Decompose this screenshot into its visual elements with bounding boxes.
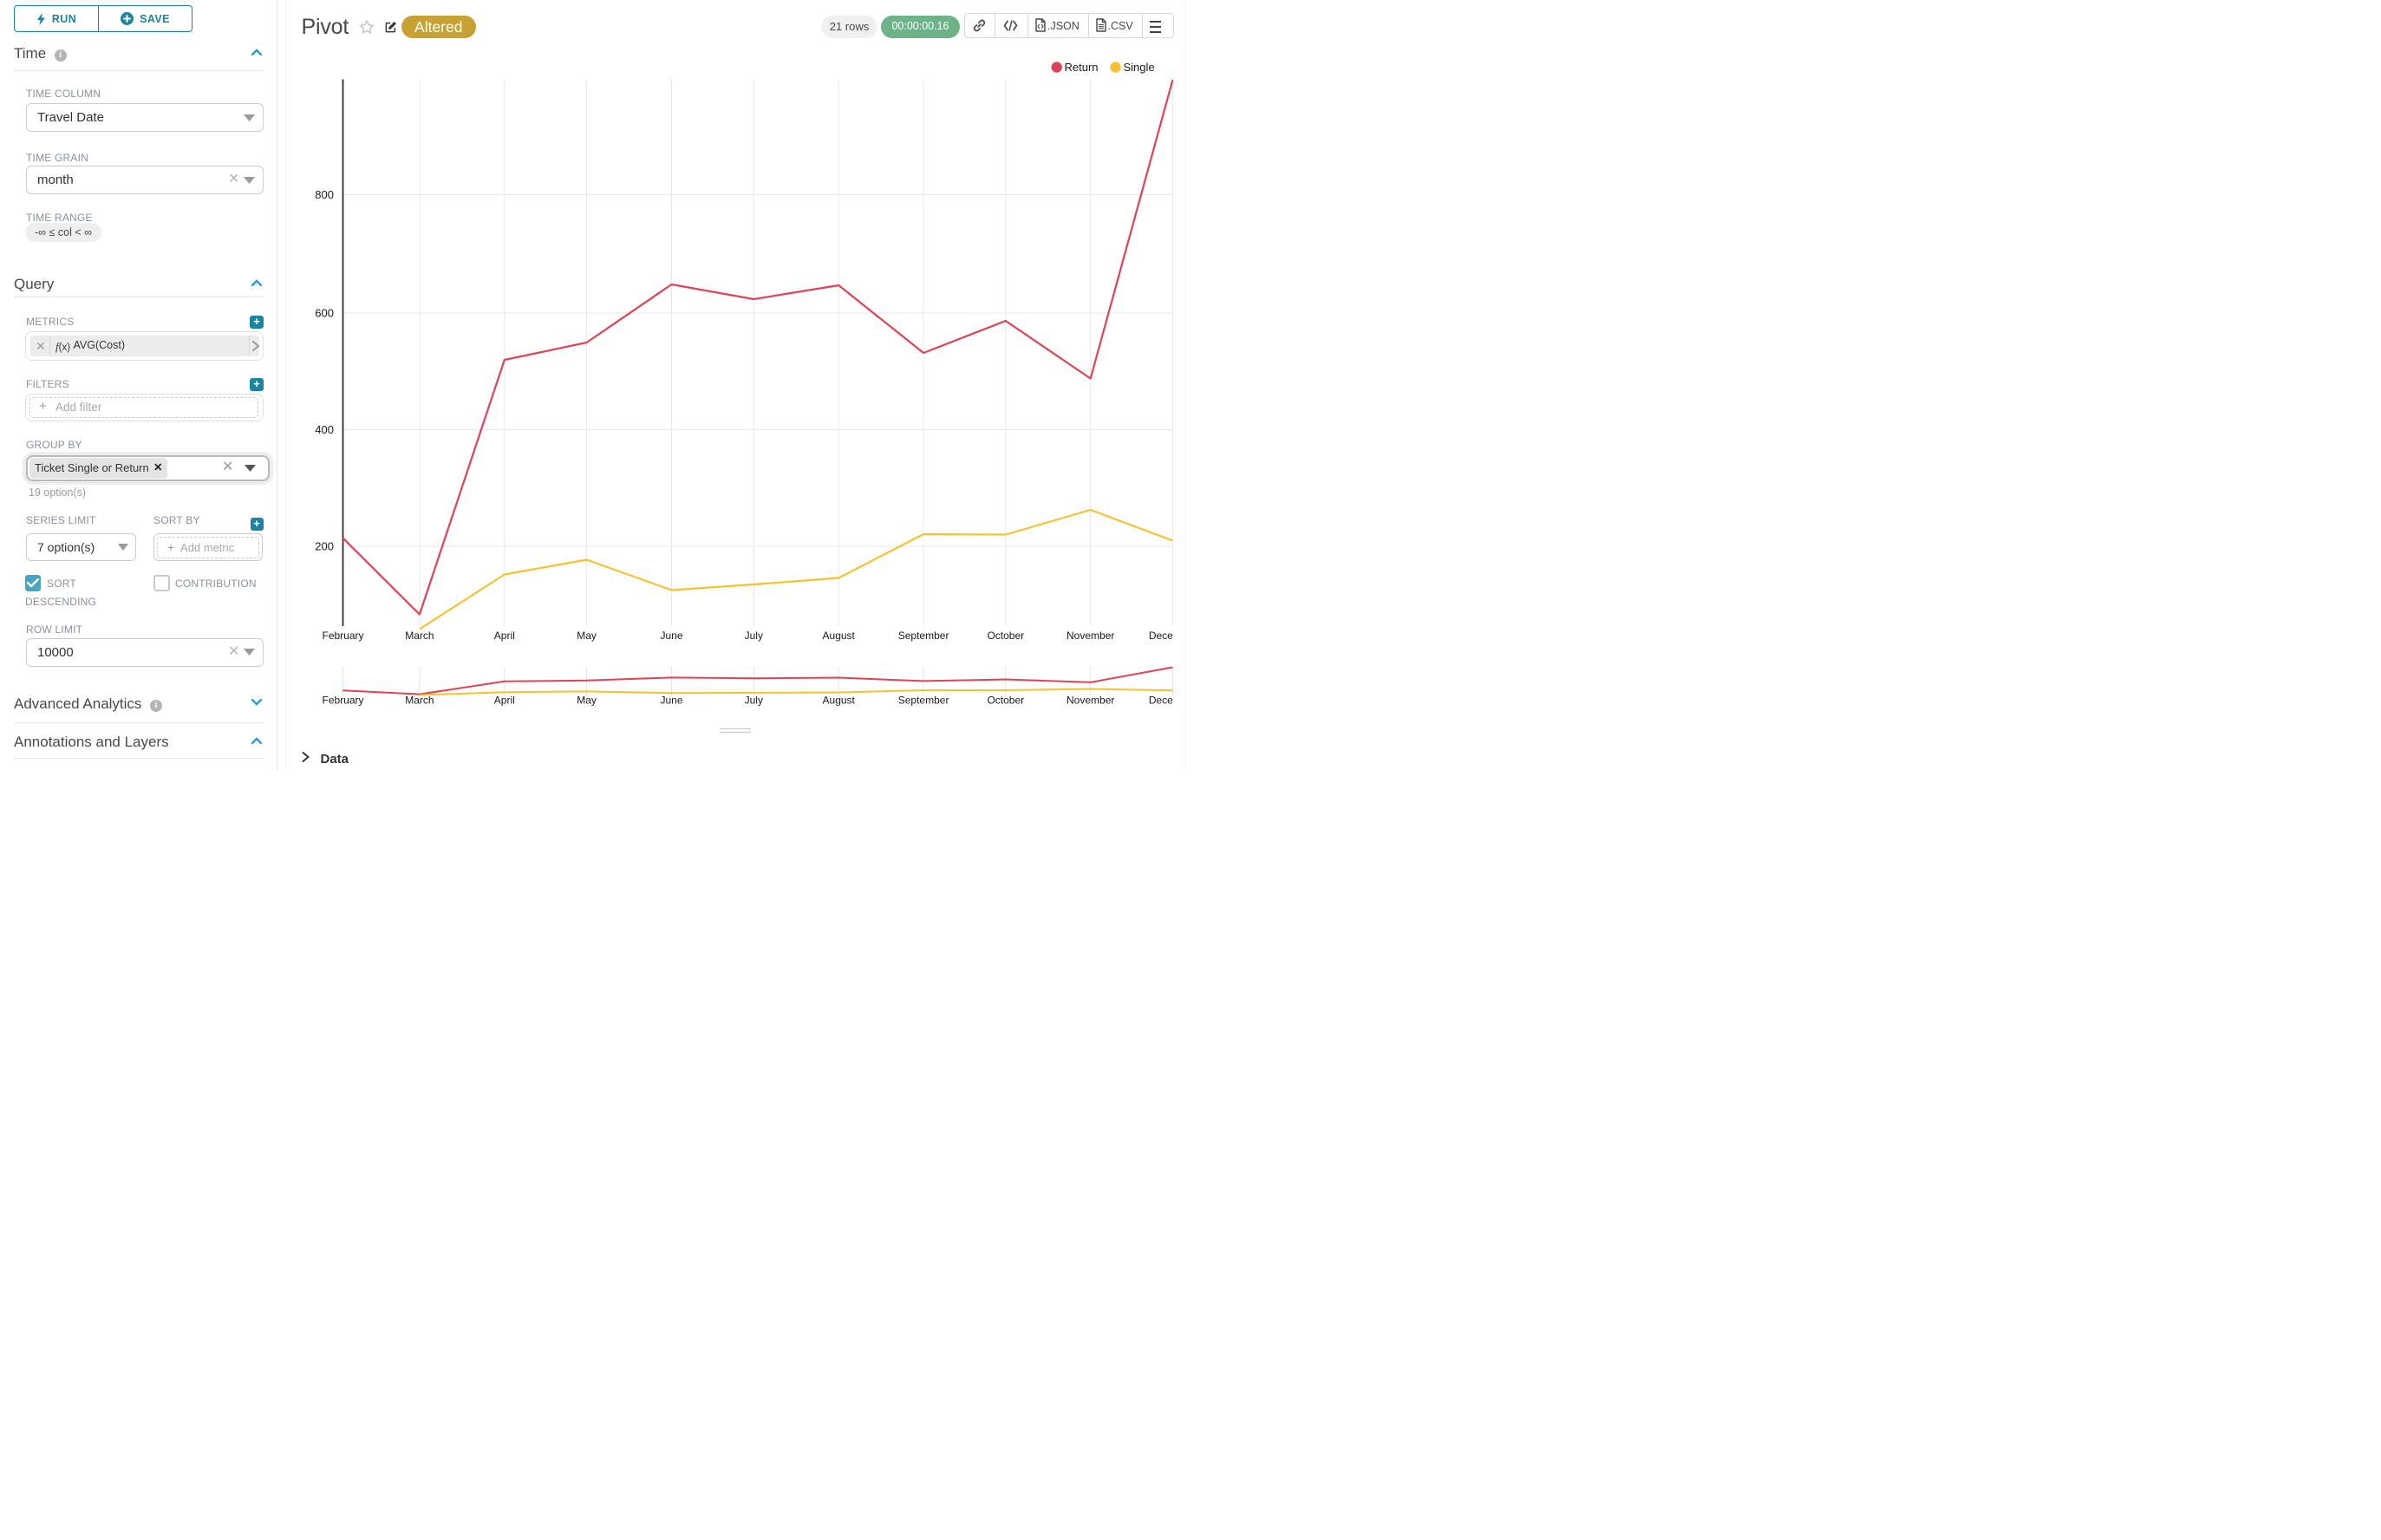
svg-text:June: June [660, 630, 682, 642]
svg-text:December: December [1149, 630, 1173, 642]
svg-text:May: May [577, 630, 597, 642]
svg-text:December: December [1149, 695, 1173, 707]
svg-text:September: September [898, 630, 949, 642]
svg-text:August: August [823, 695, 856, 707]
svg-text:June: June [660, 695, 682, 707]
svg-text:August: August [823, 630, 856, 642]
svg-text:600: 600 [315, 307, 334, 320]
svg-text:October: October [987, 695, 1024, 707]
svg-text:800: 800 [315, 188, 334, 201]
svg-text:February: February [322, 630, 363, 642]
svg-text:May: May [577, 695, 597, 707]
svg-text:Return: Return [1065, 61, 1099, 74]
svg-text:February: February [322, 695, 363, 707]
svg-text:November: November [1067, 630, 1114, 642]
svg-text:September: September [898, 695, 949, 707]
svg-text:400: 400 [315, 423, 334, 436]
svg-text:200: 200 [315, 540, 334, 553]
svg-text:July: July [745, 630, 763, 642]
svg-text:April: April [494, 630, 515, 642]
svg-text:April: April [494, 695, 515, 707]
svg-text:Data: Data [321, 752, 349, 767]
svg-text:October: October [987, 630, 1024, 642]
svg-text:Single: Single [1124, 61, 1155, 74]
svg-text:March: March [405, 630, 434, 642]
svg-text:November: November [1067, 695, 1114, 707]
svg-text:July: July [745, 695, 763, 707]
svg-text:March: March [405, 695, 434, 707]
